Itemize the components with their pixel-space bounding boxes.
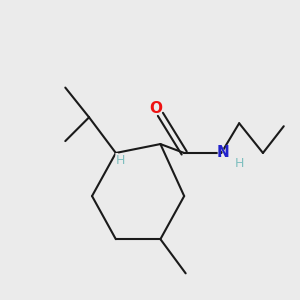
Text: H: H [235, 157, 244, 170]
Text: O: O [149, 101, 162, 116]
Text: O: O [148, 100, 164, 118]
Text: N: N [215, 144, 230, 162]
Text: H: H [233, 156, 245, 171]
Text: N: N [216, 146, 229, 160]
Text: H: H [114, 154, 127, 169]
Text: H: H [116, 154, 125, 167]
